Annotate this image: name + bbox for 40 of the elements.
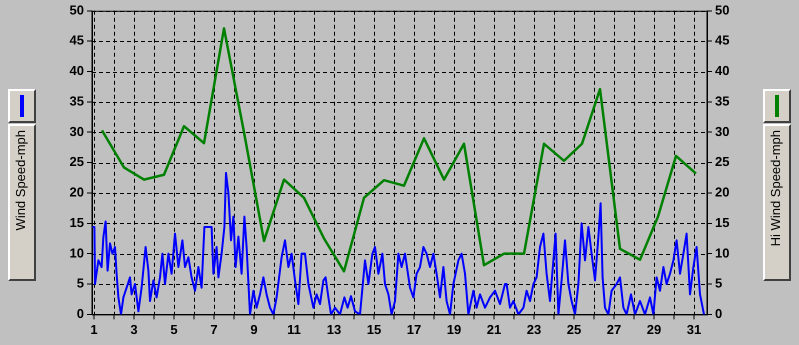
x-tick-label: 31 xyxy=(686,322,702,337)
x-tick-label: 11 xyxy=(287,322,301,337)
x-tick-label: 15 xyxy=(366,322,382,337)
y2-tick-label: 0 xyxy=(715,306,722,321)
y-tick-label: 5 xyxy=(76,276,84,291)
y2-tick-label: 10 xyxy=(715,245,730,260)
y2-tick-label: 30 xyxy=(715,124,730,139)
x-tick-label: 21 xyxy=(486,322,502,337)
x-tick-label: 27 xyxy=(606,322,622,337)
y-tick-label: 20 xyxy=(70,184,84,200)
x-tick-label: 25 xyxy=(566,322,582,337)
y-tick-label: 0 xyxy=(76,306,84,321)
x-tick-label: 17 xyxy=(406,322,422,337)
x-tick-label: 23 xyxy=(526,322,542,337)
y2-tick-label: 35 xyxy=(715,93,730,108)
y2-tick-label: 20 xyxy=(715,184,730,200)
y2-tick-label: 50 xyxy=(715,2,730,18)
x-tick-label: 19 xyxy=(446,322,462,337)
x-tick-label: 29 xyxy=(646,322,662,337)
x-tick-label: 13 xyxy=(326,322,342,337)
y-tick-label: 15 xyxy=(70,214,84,230)
y-tick-label: 30 xyxy=(70,124,84,139)
x-tick-label: 3 xyxy=(130,322,138,337)
y2-tick-label: 45 xyxy=(715,32,730,48)
x-tick-label: 9 xyxy=(250,322,258,337)
y-tick-label: 40 xyxy=(70,63,84,78)
y-tick-label: 50 xyxy=(70,2,84,18)
x-tick-label: 1 xyxy=(90,322,98,337)
y2-tick-label: 5 xyxy=(715,276,722,291)
y-tick-label: 45 xyxy=(70,32,84,48)
y-tick-label: 35 xyxy=(70,93,84,108)
y2-tick-label: 15 xyxy=(715,214,730,230)
y-tick-label: 10 xyxy=(70,245,84,260)
y-tick-label: 25 xyxy=(70,154,84,170)
x-tick-label: 7 xyxy=(210,322,218,337)
legend-label: Wind Speed-mph xyxy=(13,130,28,230)
y2-tick-label: 25 xyxy=(715,154,730,170)
x-tick-label: 5 xyxy=(170,322,178,337)
legend-label: Hi Wind Speed-mph xyxy=(768,130,783,246)
y2-tick-label: 40 xyxy=(715,63,730,78)
